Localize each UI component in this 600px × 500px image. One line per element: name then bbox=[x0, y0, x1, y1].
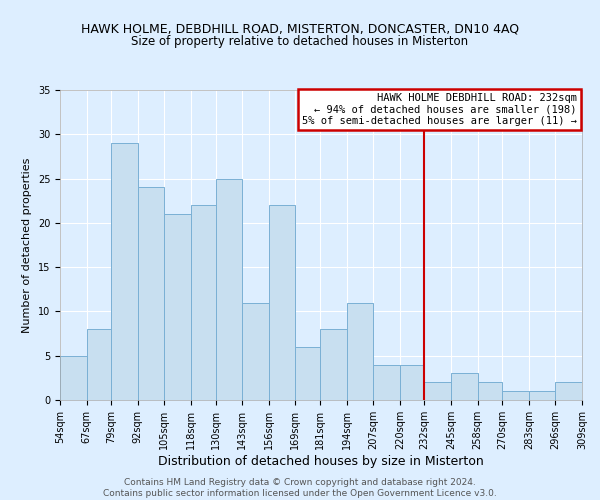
Bar bbox=[111, 143, 138, 400]
Text: HAWK HOLME DEBDHILL ROAD: 232sqm
← 94% of detached houses are smaller (198)
5% o: HAWK HOLME DEBDHILL ROAD: 232sqm ← 94% o… bbox=[302, 93, 577, 126]
Bar bbox=[529, 391, 556, 400]
X-axis label: Distribution of detached houses by size in Misterton: Distribution of detached houses by size … bbox=[158, 454, 484, 468]
Bar bbox=[269, 205, 295, 400]
Y-axis label: Number of detached properties: Number of detached properties bbox=[22, 158, 32, 332]
Bar bbox=[424, 382, 451, 400]
Bar bbox=[400, 364, 424, 400]
Bar bbox=[215, 178, 242, 400]
Text: Size of property relative to detached houses in Misterton: Size of property relative to detached ho… bbox=[131, 35, 469, 48]
Bar bbox=[347, 302, 373, 400]
Bar bbox=[320, 329, 347, 400]
Bar bbox=[502, 391, 529, 400]
Bar bbox=[242, 302, 269, 400]
Bar bbox=[164, 214, 191, 400]
Bar bbox=[373, 364, 400, 400]
Bar bbox=[451, 374, 478, 400]
Bar bbox=[556, 382, 582, 400]
Text: Contains HM Land Registry data © Crown copyright and database right 2024.
Contai: Contains HM Land Registry data © Crown c… bbox=[103, 478, 497, 498]
Bar bbox=[86, 329, 111, 400]
Bar bbox=[295, 347, 320, 400]
Bar bbox=[60, 356, 86, 400]
Text: HAWK HOLME, DEBDHILL ROAD, MISTERTON, DONCASTER, DN10 4AQ: HAWK HOLME, DEBDHILL ROAD, MISTERTON, DO… bbox=[81, 22, 519, 36]
Bar bbox=[138, 188, 164, 400]
Bar bbox=[191, 205, 215, 400]
Bar bbox=[478, 382, 502, 400]
